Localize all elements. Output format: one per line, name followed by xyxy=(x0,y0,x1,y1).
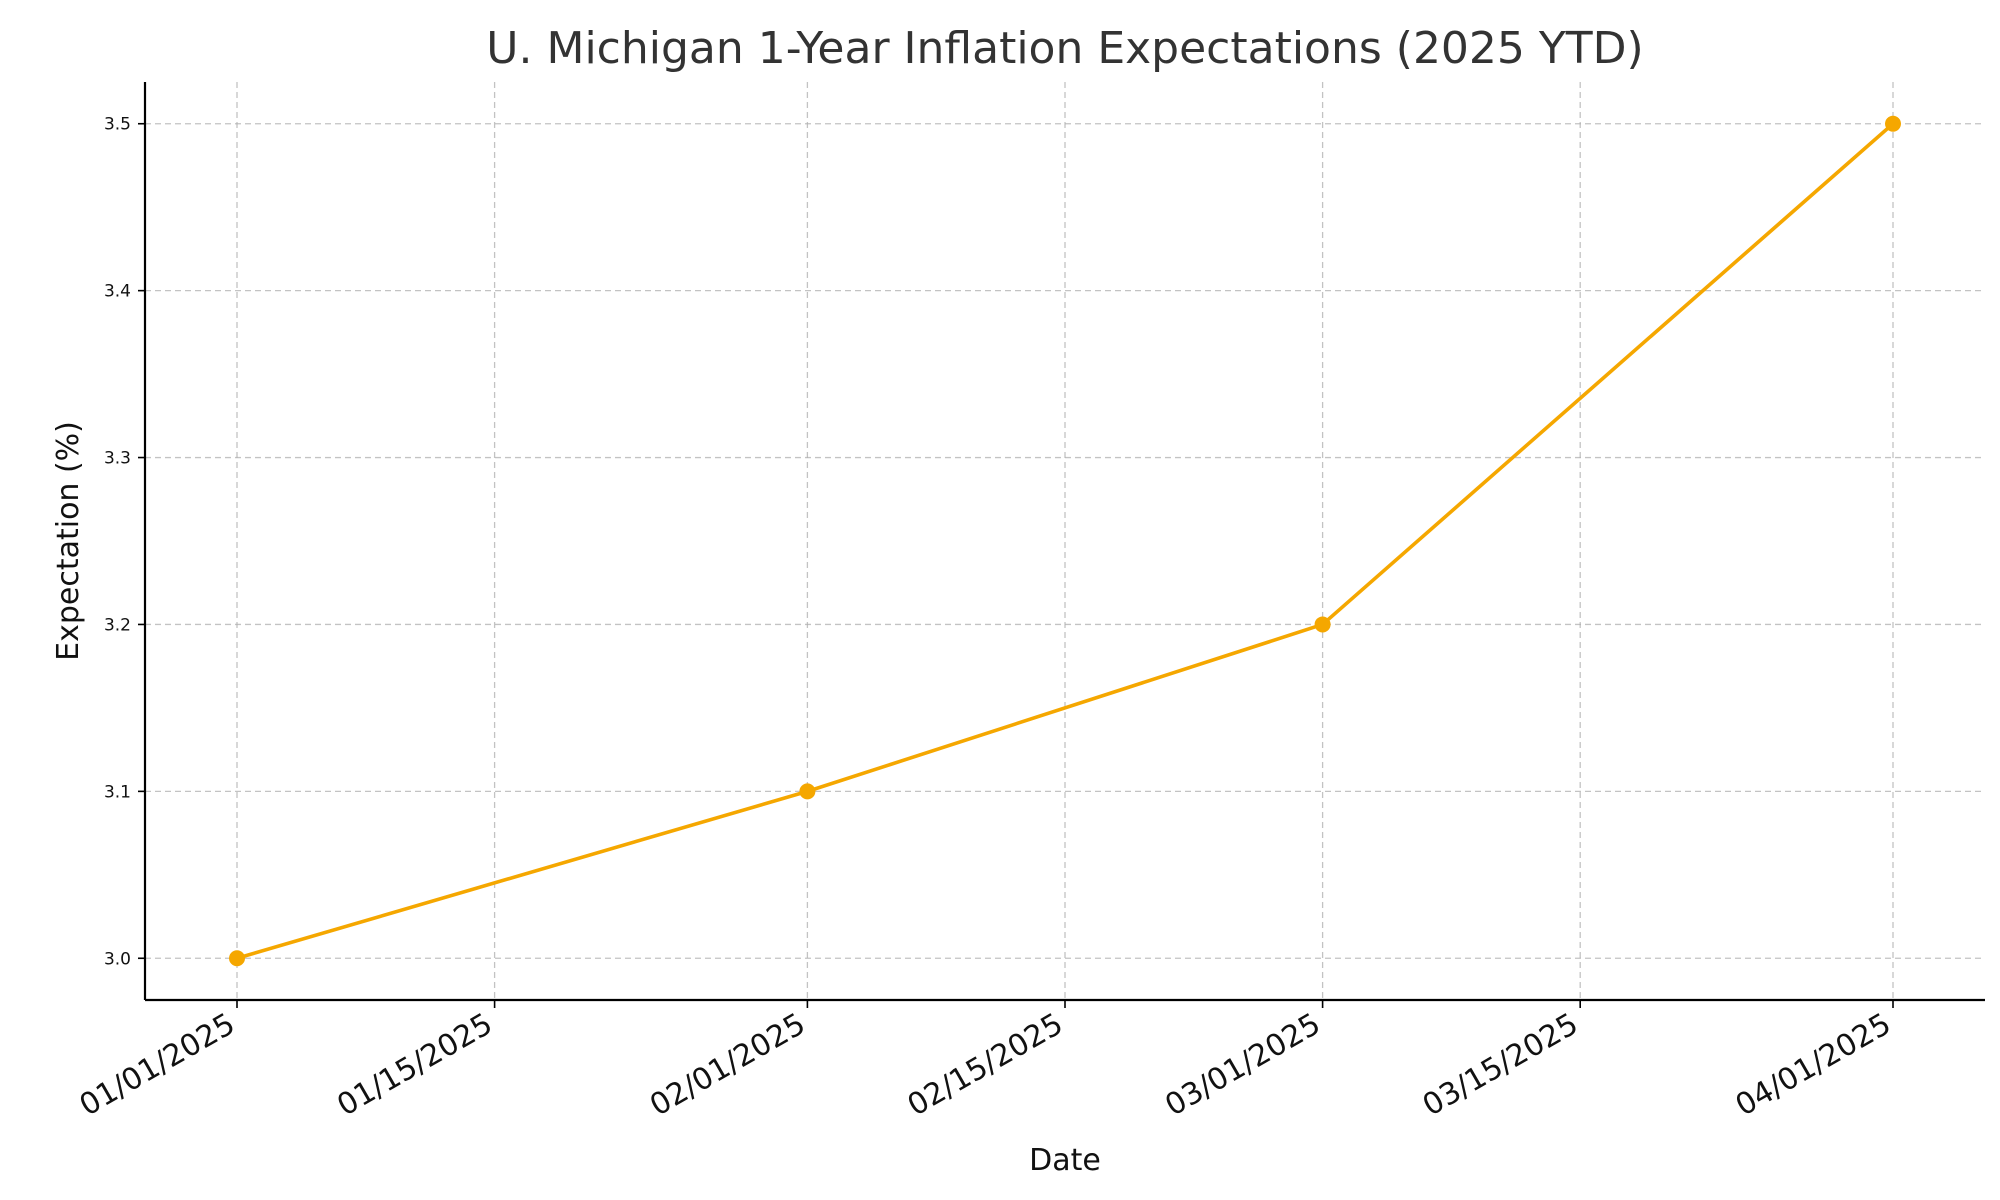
data-point xyxy=(1314,616,1331,633)
grid xyxy=(145,82,1985,1000)
y-tick-label: 3.2 xyxy=(104,615,131,635)
series-line xyxy=(235,121,1895,961)
data-point xyxy=(799,783,816,800)
data-point xyxy=(1885,115,1901,132)
chart-title: U. Michigan 1-Year Inflation Expectation… xyxy=(486,23,1643,74)
series xyxy=(229,115,1901,967)
x-tick-label: 01/15/2025 xyxy=(331,1007,498,1124)
y-tick-label: 3.5 xyxy=(104,115,131,135)
x-tick-label: 03/01/2025 xyxy=(1159,1007,1326,1124)
y-tick-label: 3.0 xyxy=(104,949,131,969)
x-tick-label: 01/01/2025 xyxy=(74,1007,241,1124)
x-tick-label: 03/15/2025 xyxy=(1417,1007,1584,1124)
ticks: 01/01/2025 01/15/2025 02/01/2025 02/15/2025… xyxy=(74,115,1897,1124)
data-point xyxy=(229,950,245,967)
y-axis-title: Expectation (%) xyxy=(51,421,86,661)
x-tick-label: 02/01/2025 xyxy=(644,1007,811,1124)
x-axis-title: Date xyxy=(1029,1143,1101,1178)
y-tick-label: 3.1 xyxy=(104,782,131,802)
x-tick-label: 04/01/2025 xyxy=(1730,1007,1897,1124)
x-tick-label: 02/15/2025 xyxy=(902,1007,1069,1124)
y-tick-label: 3.3 xyxy=(104,449,131,469)
y-tick-label: 3.4 xyxy=(104,282,131,302)
